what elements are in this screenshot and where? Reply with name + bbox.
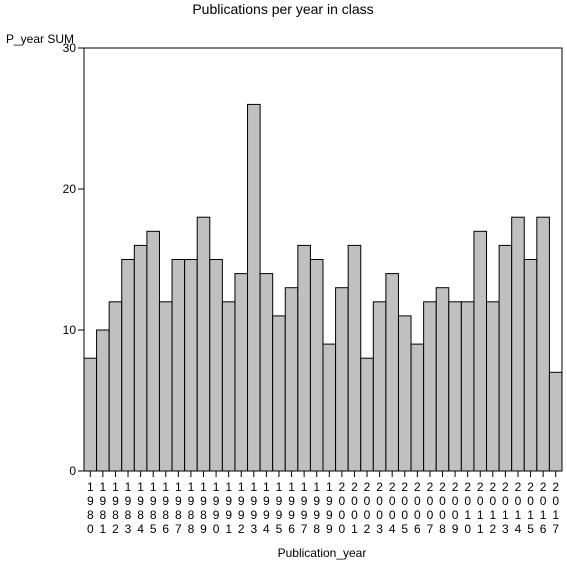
bar-2000	[335, 287, 349, 472]
bar-2014	[511, 216, 525, 472]
bar-2011	[473, 230, 488, 472]
bar-1983	[121, 259, 135, 472]
bar-1986	[158, 301, 173, 472]
bar-2001	[347, 244, 362, 472]
bar-2015	[523, 259, 538, 472]
x-axis-label: Publication_year	[278, 546, 367, 560]
bar-2003	[372, 301, 387, 472]
y-axis-label: P_year SUM	[6, 32, 74, 46]
bar-2010	[460, 301, 475, 472]
bar-2016	[536, 216, 550, 472]
bar-2013	[498, 244, 513, 472]
bar-2008	[435, 287, 450, 472]
bar-1984	[133, 244, 148, 472]
bar-2007	[423, 301, 437, 472]
bar-2009	[448, 301, 462, 472]
bar-1992	[234, 273, 249, 472]
bar-2012	[486, 301, 500, 472]
bar-2017	[548, 371, 563, 472]
bar-1994	[259, 273, 274, 472]
bar-1985	[146, 230, 160, 472]
bar-2004	[385, 273, 399, 472]
bar-1997	[297, 244, 311, 472]
bar-1987	[171, 259, 186, 472]
bar-1982	[108, 301, 123, 472]
plot-area: 0 10 20 30 1 9 8 0 1 9 8 1 1 9 8 2 1 9 8 3 1 9 8 4 1 9 8 5 1 9 8 6 1 9 8 7 1…	[63, 41, 563, 536]
y-tick-label: 10	[63, 323, 77, 337]
bar-1988	[184, 259, 198, 472]
bar-2002	[360, 357, 374, 472]
y-tick-label: 20	[63, 182, 77, 196]
bar-1998	[309, 259, 324, 472]
bar-1989	[196, 216, 211, 472]
bar-1991	[221, 301, 236, 472]
bar-1995	[272, 315, 286, 472]
bar-1980	[83, 357, 98, 472]
y-tick-label: 0	[69, 464, 76, 478]
bar-1981	[96, 329, 110, 472]
chart-title: Publications per year in class	[192, 1, 373, 17]
bar-2006	[410, 343, 425, 472]
bar-1999	[322, 343, 337, 472]
bar-2005	[397, 315, 412, 472]
y-tick-label: 30	[63, 41, 77, 55]
bar-1993	[247, 103, 261, 472]
bar-1996	[284, 287, 299, 472]
bar-1990	[209, 259, 223, 472]
